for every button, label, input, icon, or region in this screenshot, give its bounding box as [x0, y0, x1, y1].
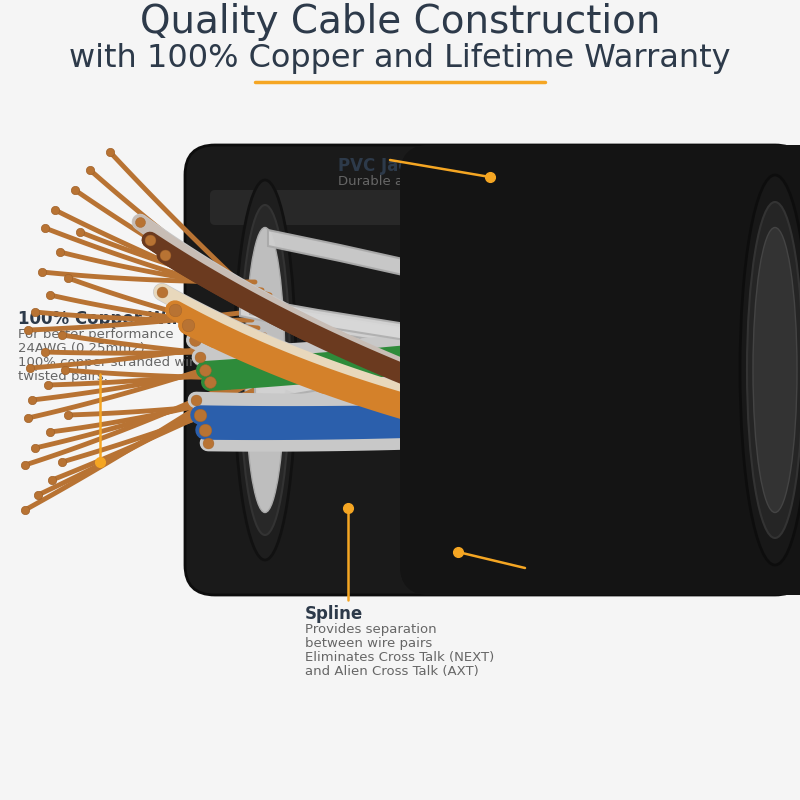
FancyBboxPatch shape	[185, 145, 800, 595]
FancyBboxPatch shape	[210, 190, 770, 225]
Ellipse shape	[747, 202, 800, 538]
Polygon shape	[250, 298, 680, 370]
Ellipse shape	[245, 227, 285, 513]
FancyBboxPatch shape	[400, 145, 800, 595]
Text: Spline: Spline	[305, 605, 363, 623]
Text: twisted pairs.: twisted pairs.	[18, 370, 108, 383]
Polygon shape	[255, 348, 680, 401]
Polygon shape	[240, 300, 680, 372]
Text: For reduced intra-pair interference: For reduced intra-pair interference	[530, 580, 762, 593]
FancyBboxPatch shape	[400, 145, 800, 595]
Ellipse shape	[747, 202, 800, 538]
Text: 24AWG (0.25mm2): 24AWG (0.25mm2)	[18, 342, 145, 355]
Text: Flexible HD-PE Insulation: Flexible HD-PE Insulation	[530, 562, 766, 580]
Ellipse shape	[753, 227, 797, 513]
Text: and Alien Cross Talk (AXT): and Alien Cross Talk (AXT)	[305, 665, 478, 678]
Text: 100% copper stranded wire: 100% copper stranded wire	[18, 356, 202, 369]
Text: PVC Jacket: PVC Jacket	[338, 157, 438, 175]
Ellipse shape	[740, 175, 800, 565]
Polygon shape	[268, 230, 680, 322]
Ellipse shape	[240, 205, 290, 535]
Text: Provides separation: Provides separation	[305, 623, 437, 636]
Text: Quality Cable Construction: Quality Cable Construction	[140, 3, 660, 41]
Text: with 100% Copper and Lifetime Warranty: with 100% Copper and Lifetime Warranty	[69, 42, 731, 74]
Text: Eliminates Cross Talk (NEXT): Eliminates Cross Talk (NEXT)	[305, 651, 494, 664]
Text: between wire pairs: between wire pairs	[305, 637, 432, 650]
Ellipse shape	[740, 175, 800, 565]
Ellipse shape	[753, 226, 797, 514]
Text: Durable and Flexible: Durable and Flexible	[338, 175, 476, 188]
Text: For better performance: For better performance	[18, 328, 174, 341]
Text: 100% Copper Wire: 100% Copper Wire	[18, 310, 191, 328]
Ellipse shape	[234, 180, 296, 560]
